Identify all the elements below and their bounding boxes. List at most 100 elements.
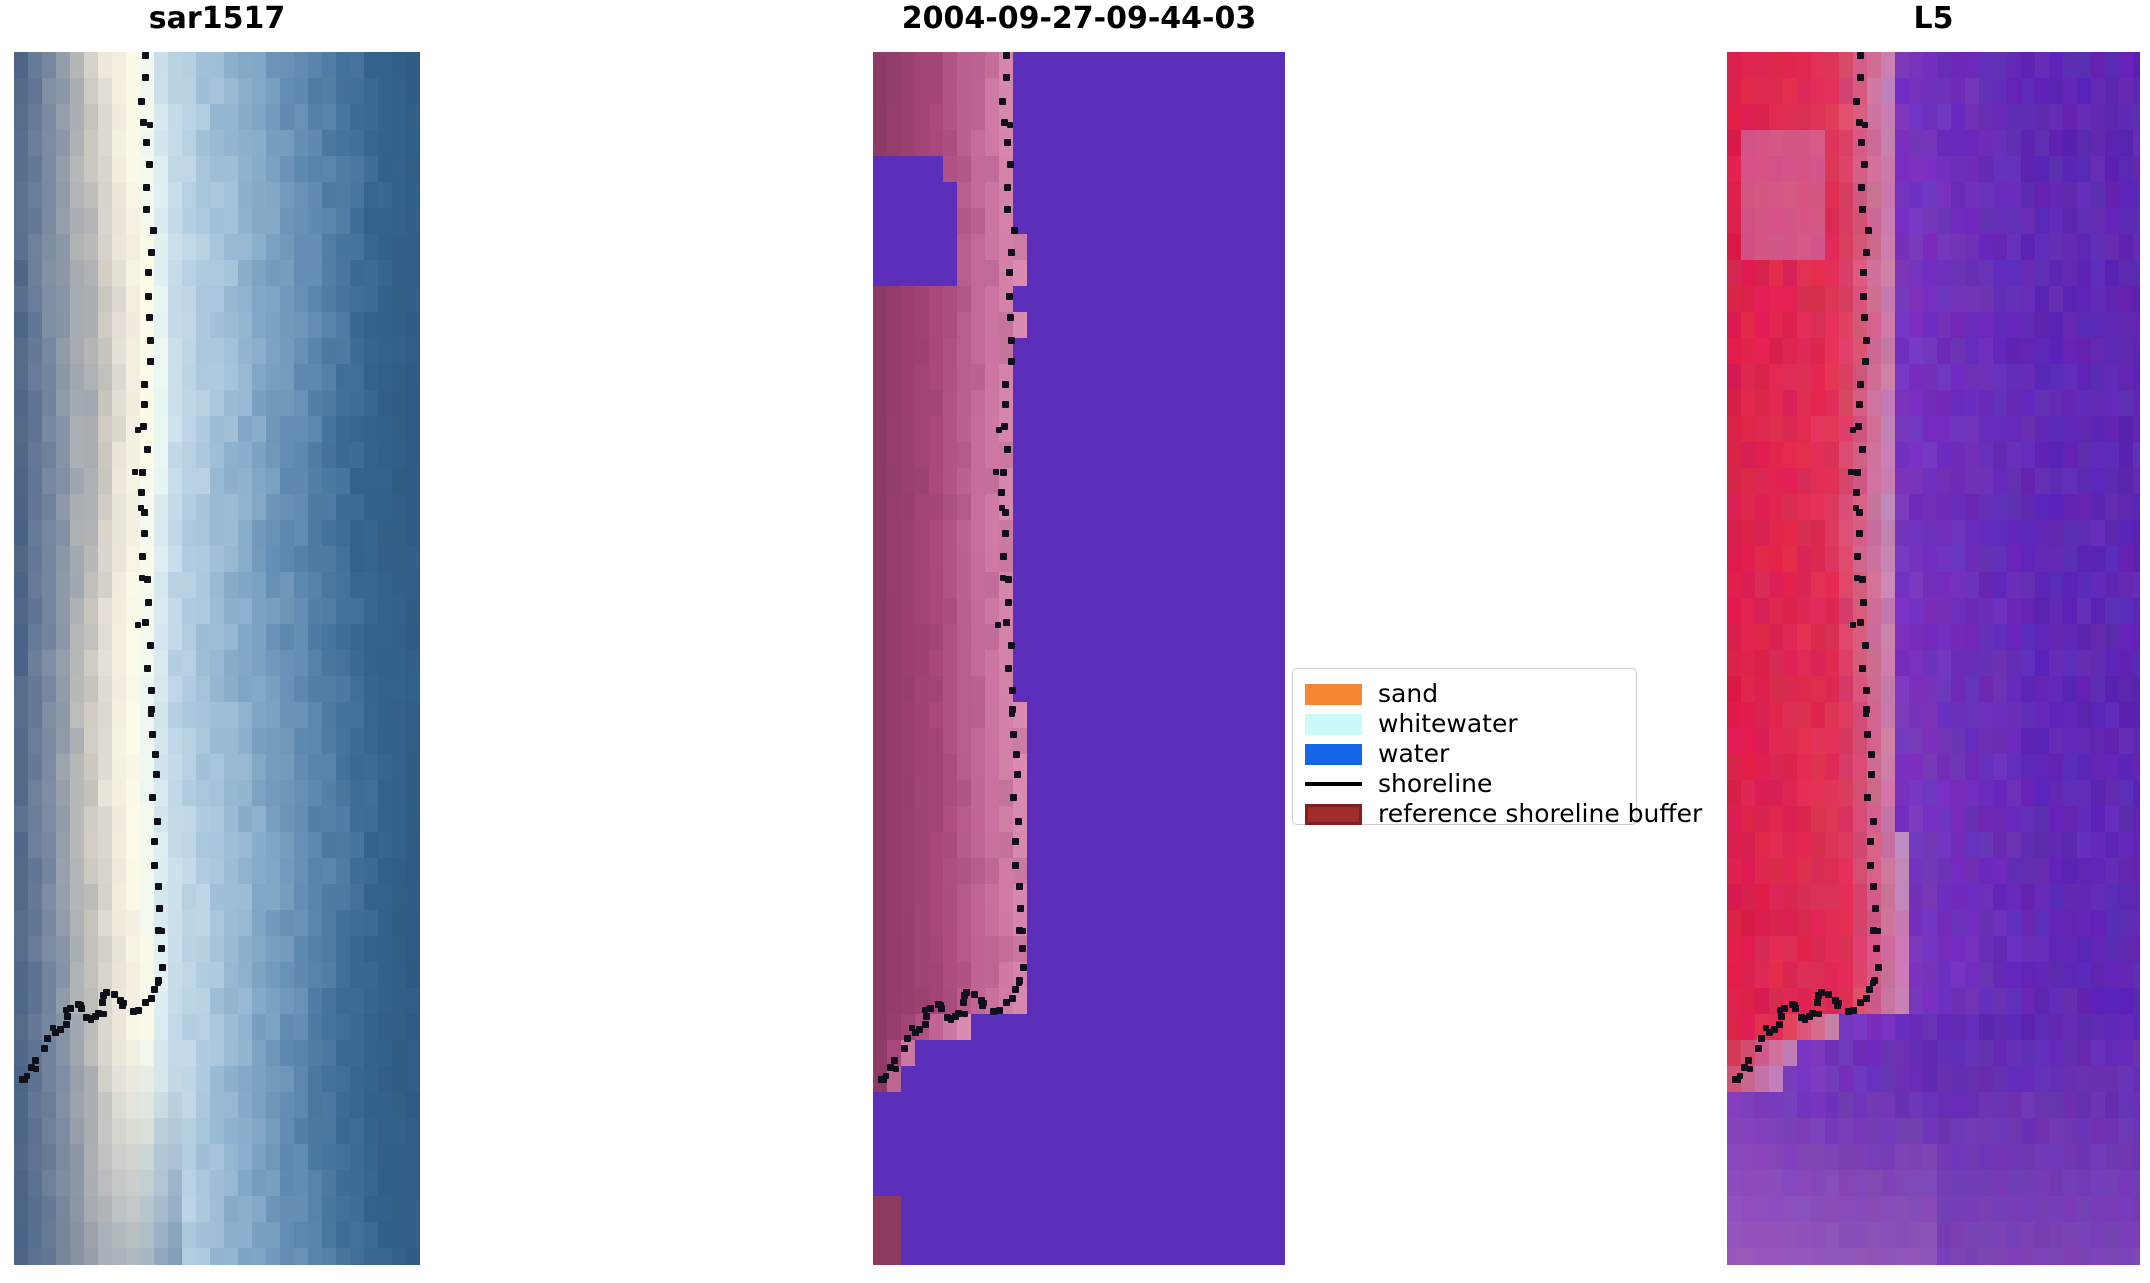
shoreline-marker <box>1005 598 1013 606</box>
panel-sar-image[interactable] <box>14 52 420 1265</box>
raster-cell <box>308 364 322 390</box>
shoreline-marker <box>144 268 152 276</box>
shoreline-marker <box>1862 641 1870 649</box>
raster-cell <box>56 208 70 234</box>
raster-cell <box>98 234 112 260</box>
raster-cell <box>28 104 42 130</box>
shoreline-marker <box>1871 904 1879 912</box>
raster-cell <box>336 208 350 234</box>
shoreline-marker <box>152 751 160 759</box>
raster-cell <box>224 390 238 416</box>
raster-cell <box>56 156 70 182</box>
shoreline-marker <box>151 838 159 846</box>
raster-cell <box>70 416 84 442</box>
shoreline-marker <box>154 817 162 825</box>
raster-cell <box>350 52 364 78</box>
shoreline-marker <box>141 73 149 81</box>
raster-cell <box>56 312 70 338</box>
shoreline-marker <box>909 1024 916 1031</box>
shoreline-marker <box>137 504 144 511</box>
raster-cell <box>182 390 196 416</box>
raster-cell <box>336 104 350 130</box>
shoreline-marker <box>88 1016 95 1023</box>
raster-cell <box>364 286 378 312</box>
raster-cell <box>350 390 364 416</box>
legend-item[interactable]: whitewater <box>1305 709 1624 739</box>
shoreline-marker <box>923 1012 931 1020</box>
shoreline-marker <box>135 427 142 434</box>
raster-cell <box>406 130 420 156</box>
raster-cell <box>224 312 238 338</box>
raster-cell <box>210 338 224 364</box>
raster-cell <box>294 156 308 182</box>
raster-cell <box>350 338 364 364</box>
raster-cell <box>238 416 252 442</box>
raster-cell <box>322 52 336 78</box>
shoreline-marker <box>145 293 153 301</box>
raster-cell <box>154 182 168 208</box>
legend-item[interactable]: sand <box>1305 679 1624 709</box>
raster-cell <box>70 234 84 260</box>
raster-cell <box>392 52 406 78</box>
raster-cell <box>70 78 84 104</box>
raster-cell <box>238 182 252 208</box>
raster-cell <box>42 286 56 312</box>
shoreline-marker <box>1858 138 1866 146</box>
shoreline-marker <box>1857 73 1865 81</box>
legend-box[interactable]: sand whitewater water shoreline referenc… <box>1292 668 1702 828</box>
shoreline-marker <box>1862 249 1870 257</box>
shoreline-marker <box>31 1056 39 1064</box>
raster-cell <box>126 312 140 338</box>
legend-swatch-shoreline <box>1305 774 1362 795</box>
raster-cell <box>98 338 112 364</box>
raster-cell <box>322 104 336 130</box>
raster-cell <box>168 260 182 286</box>
panel-l5-image[interactable] <box>1727 52 2140 1265</box>
raster-cell <box>322 312 336 338</box>
panel-title-sar: sar1517 <box>148 1 286 36</box>
shoreline-marker <box>140 400 148 408</box>
raster-cell <box>392 338 406 364</box>
raster-cell <box>112 208 126 234</box>
raster-cell <box>126 286 140 312</box>
raster-cell <box>210 182 224 208</box>
shoreline-marker <box>154 979 161 986</box>
panel-classified-image[interactable] <box>873 52 1285 1265</box>
raster-cell <box>266 156 280 182</box>
raster-cell <box>154 156 168 182</box>
raster-cell <box>126 130 140 156</box>
raster-cell <box>392 156 406 182</box>
raster-cell <box>308 286 322 312</box>
shoreline-marker <box>159 928 166 935</box>
legend-item[interactable]: reference shoreline buffer <box>1305 799 1702 829</box>
raster-cell <box>84 390 98 416</box>
raster-cell <box>28 338 42 364</box>
raster-cell <box>294 52 308 78</box>
raster-cell <box>336 234 350 260</box>
raster-cell <box>406 260 420 286</box>
raster-cell <box>294 208 308 234</box>
raster-cell <box>210 78 224 104</box>
raster-cell <box>238 286 252 312</box>
raster-cell <box>252 416 266 442</box>
raster-cell <box>42 312 56 338</box>
raster-cell <box>378 182 392 208</box>
raster-cell <box>84 416 98 442</box>
legend-item[interactable]: water <box>1305 739 1624 769</box>
raster-cell <box>392 286 406 312</box>
legend-item[interactable]: shoreline <box>1305 769 1624 799</box>
shoreline-marker <box>1015 882 1023 890</box>
raster-cell <box>238 338 252 364</box>
shoreline-marker <box>1009 730 1017 738</box>
shoreline-marker <box>143 664 151 672</box>
shoreline-marker <box>1004 445 1012 453</box>
raster-cell <box>364 78 378 104</box>
raster-cell <box>364 104 378 130</box>
raster-cell <box>98 390 112 416</box>
shoreline-marker <box>1009 794 1017 802</box>
shoreline-marker <box>1854 574 1861 581</box>
raster-cell <box>56 338 70 364</box>
raster-cell <box>98 416 112 442</box>
raster-cell <box>42 156 56 182</box>
raster-cell <box>294 312 308 338</box>
